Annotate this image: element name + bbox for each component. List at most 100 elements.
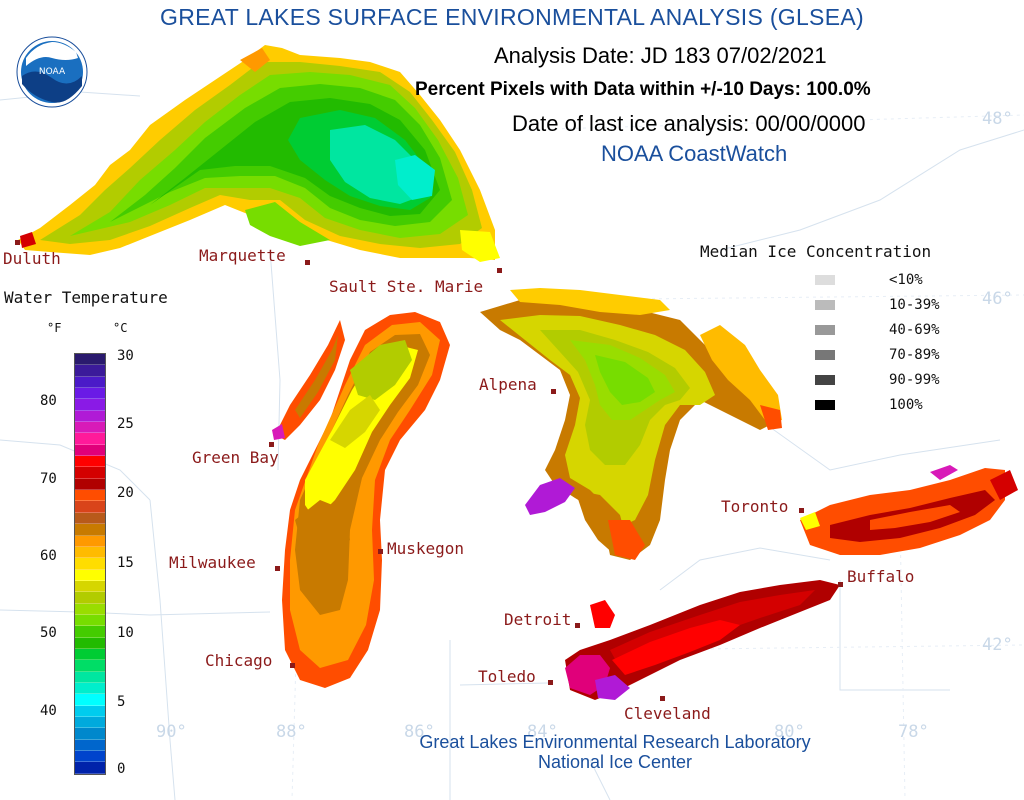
lake-michigan bbox=[272, 312, 450, 688]
city-label-toledo: Toledo bbox=[478, 667, 536, 686]
temp-colorbar bbox=[74, 353, 106, 775]
colorbar-segment bbox=[75, 648, 105, 661]
colorbar-segment bbox=[75, 388, 105, 400]
colorbar-segment bbox=[75, 637, 105, 649]
colorbar-segment bbox=[75, 558, 105, 570]
city-label-milwaukee: Milwaukee bbox=[169, 553, 256, 572]
lon-label-84: 84° bbox=[527, 722, 558, 742]
city-marker-duluth bbox=[15, 240, 20, 245]
colorbar-segment bbox=[75, 626, 105, 638]
lon-label-88: 88° bbox=[276, 722, 307, 742]
city-marker-milwaukee bbox=[275, 566, 280, 571]
colorbar-segment bbox=[75, 614, 105, 627]
lat-label-48: 48° bbox=[982, 109, 1013, 129]
city-label-muskegon: Muskegon bbox=[387, 539, 465, 558]
lake-erie bbox=[565, 580, 840, 700]
c-tick: 25 bbox=[117, 416, 134, 432]
city-label-marquette: Marquette bbox=[199, 246, 286, 265]
f-tick: 40 bbox=[40, 703, 57, 719]
city-marker-alpena bbox=[551, 389, 556, 394]
colorbar-segment bbox=[75, 739, 105, 752]
city-marker-cleveland bbox=[660, 696, 665, 701]
colorbar-segment bbox=[75, 580, 105, 593]
colorbar-segment bbox=[75, 354, 105, 366]
lake-st-clair bbox=[590, 600, 615, 628]
colorbar-segment bbox=[75, 592, 105, 604]
colorbar-segment bbox=[75, 456, 105, 468]
lat-label-42: 42° bbox=[982, 635, 1013, 655]
last-ice-analysis: Date of last ice analysis: 00/00/0000 bbox=[512, 111, 866, 136]
colorbar-segment bbox=[75, 694, 105, 706]
colorbar-segment bbox=[75, 376, 105, 389]
city-label-duluth: Duluth bbox=[3, 249, 61, 268]
colorbar-segment bbox=[75, 422, 105, 434]
c-tick: 10 bbox=[117, 625, 134, 641]
ice-legend-label: <10% bbox=[889, 272, 923, 288]
colorbar-segment bbox=[75, 546, 105, 559]
ice-legend-label: 100% bbox=[889, 397, 923, 413]
colorbar-segment bbox=[75, 433, 105, 445]
city-label-sault-ste-marie: Sault Ste. Marie bbox=[329, 277, 484, 296]
lake-ontario bbox=[800, 465, 1018, 555]
temp-legend-title: Water Temperature bbox=[4, 288, 168, 307]
c-tick: 5 bbox=[117, 694, 126, 710]
colorbar-segment bbox=[75, 717, 105, 729]
city-marker-detroit bbox=[575, 623, 580, 628]
city-label-alpena: Alpena bbox=[479, 375, 537, 394]
colorbar-segment bbox=[75, 444, 105, 457]
footer-nic: National Ice Center bbox=[537, 752, 693, 772]
temp-unit-f: °F bbox=[47, 321, 62, 335]
colorbar-segment bbox=[75, 728, 105, 740]
ice-legend-label: 40-69% bbox=[889, 322, 940, 338]
ice-legend-label: 10-39% bbox=[889, 297, 940, 313]
colorbar-segment bbox=[75, 682, 105, 695]
city-label-cleveland: Cleveland bbox=[624, 704, 711, 723]
noaa-coastwatch: NOAA CoastWatch bbox=[601, 141, 788, 166]
ice-swatch bbox=[815, 300, 835, 310]
city-marker-chicago bbox=[290, 663, 295, 668]
city-marker-marquette bbox=[305, 260, 310, 265]
colorbar-segment bbox=[75, 410, 105, 423]
ice-legend-label: 70-89% bbox=[889, 347, 940, 363]
lon-label-86: 86° bbox=[404, 722, 435, 742]
colorbar-segment bbox=[75, 705, 105, 717]
city-marker-muskegon bbox=[378, 549, 383, 554]
lake-superior bbox=[18, 45, 500, 262]
analysis-date: Analysis Date: JD 183 07/02/2021 bbox=[494, 43, 827, 68]
ice-legend-label: 90-99% bbox=[889, 372, 940, 388]
city-label-toronto: Toronto bbox=[721, 497, 789, 516]
colorbar-segment bbox=[75, 467, 105, 479]
c-tick: 0 bbox=[117, 761, 126, 777]
city-marker-toledo bbox=[548, 680, 553, 685]
colorbar-segment bbox=[75, 660, 105, 672]
noaa-logo: NOAA bbox=[16, 36, 88, 112]
temp-unit-c: °C bbox=[113, 321, 128, 335]
colorbar-segment bbox=[75, 501, 105, 513]
ice-swatch bbox=[815, 375, 835, 385]
footer-glerl: Great Lakes Environmental Research Labor… bbox=[419, 732, 811, 752]
ice-swatch bbox=[815, 350, 835, 360]
city-label-chicago: Chicago bbox=[205, 651, 273, 670]
colorbar-segment bbox=[75, 603, 105, 615]
lat-label-46: 46° bbox=[982, 289, 1013, 309]
colorbar-segment bbox=[75, 490, 105, 502]
page-title: GREAT LAKES SURFACE ENVIRONMENTAL ANALYS… bbox=[160, 4, 864, 30]
colorbar-segment bbox=[75, 671, 105, 683]
city-marker-buffalo bbox=[838, 582, 843, 587]
ice-legend-title: Median Ice Concentration bbox=[700, 242, 932, 261]
city-marker-toronto bbox=[799, 508, 804, 513]
lon-label-90: 90° bbox=[156, 722, 187, 742]
lon-label-78: 78° bbox=[898, 722, 929, 742]
ice-swatch bbox=[815, 325, 835, 335]
colorbar-segment bbox=[75, 751, 105, 763]
c-tick: 30 bbox=[117, 348, 134, 364]
f-tick: 60 bbox=[40, 548, 57, 564]
city-label-detroit: Detroit bbox=[504, 610, 572, 629]
city-marker-sault-ste-marie bbox=[497, 268, 502, 273]
lake-huron bbox=[480, 288, 782, 560]
ice-swatch bbox=[815, 400, 835, 410]
colorbar-segment bbox=[75, 365, 105, 377]
lon-label-80: 80° bbox=[774, 722, 805, 742]
ice-swatch bbox=[815, 275, 835, 285]
